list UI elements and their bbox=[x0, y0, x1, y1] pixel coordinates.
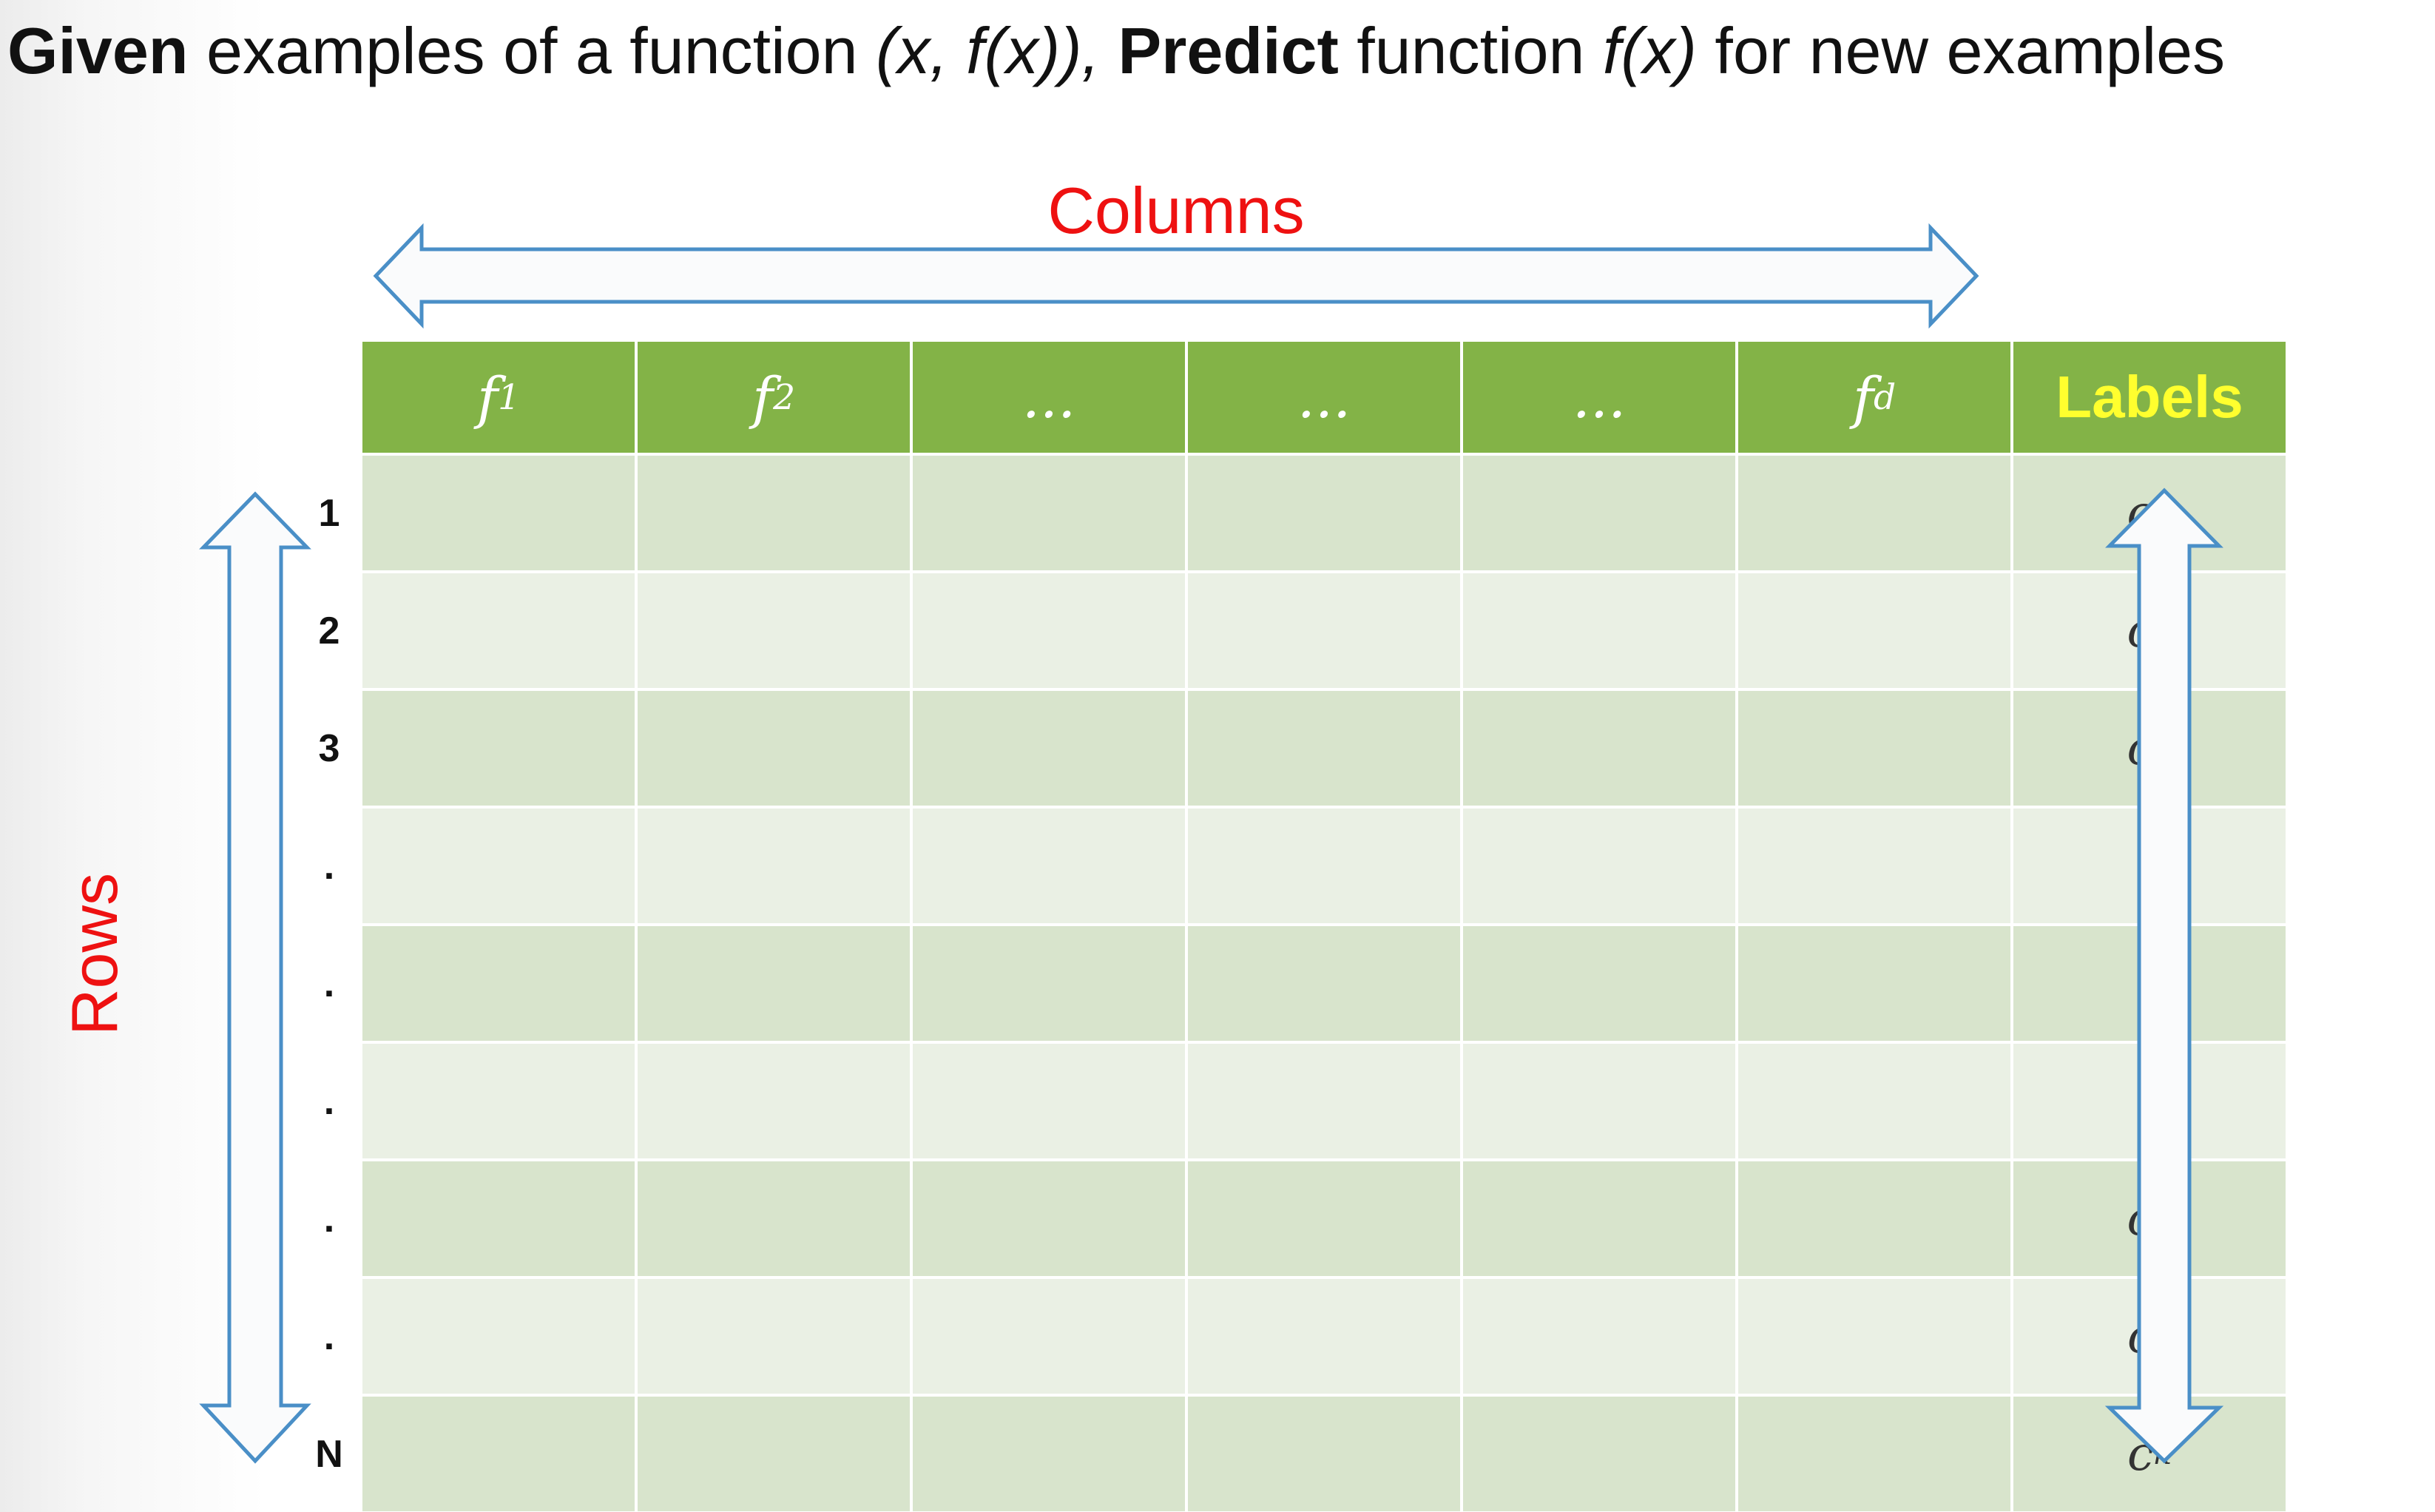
table-cell bbox=[362, 1279, 635, 1394]
table-cell bbox=[1188, 1044, 1460, 1158]
table-cell bbox=[1188, 809, 1460, 923]
table-cell bbox=[1188, 573, 1460, 688]
table-cell bbox=[362, 926, 635, 1041]
title-fx: f(x) bbox=[1602, 14, 1697, 87]
table-cell bbox=[1738, 1161, 2010, 1276]
title-part-1: examples of a function bbox=[188, 14, 876, 87]
title-given: Given bbox=[7, 14, 189, 87]
header-feature-4: ... bbox=[1188, 342, 1460, 453]
table-cell bbox=[1738, 809, 2010, 923]
row-number: . bbox=[323, 1197, 335, 1241]
table-cell bbox=[1188, 691, 1460, 806]
table-cell bbox=[638, 926, 910, 1041]
math-base: f bbox=[476, 364, 499, 431]
math-base: ... bbox=[1297, 364, 1351, 431]
title-part-3: for new examples bbox=[1696, 14, 2226, 87]
table-cell bbox=[1463, 809, 1735, 923]
table-cell bbox=[638, 1397, 910, 1511]
table-cell bbox=[638, 809, 910, 923]
row-number: N bbox=[315, 1432, 343, 1476]
row-number: 3 bbox=[318, 726, 340, 770]
table-cell bbox=[362, 691, 635, 806]
table-cell bbox=[1188, 456, 1460, 570]
table-cell bbox=[638, 1161, 910, 1276]
table-cell bbox=[362, 573, 635, 688]
row-number: . bbox=[323, 962, 335, 1005]
table-cell bbox=[638, 573, 910, 688]
title-predict: Predict bbox=[1118, 14, 1339, 87]
math-base: Labels bbox=[2056, 364, 2243, 430]
table-cell bbox=[1738, 1397, 2010, 1511]
table-cell bbox=[638, 1279, 910, 1394]
columns-label: Columns bbox=[1047, 174, 1305, 247]
table-cell bbox=[1738, 1044, 2010, 1158]
header-feature-3: ... bbox=[913, 342, 1185, 453]
table-cell bbox=[1738, 456, 2010, 570]
table-cell bbox=[913, 691, 1185, 806]
table-cell bbox=[1463, 456, 1735, 570]
row-number: 1 bbox=[318, 491, 340, 535]
table-cell bbox=[362, 1161, 635, 1276]
header-feature-5: ... bbox=[1463, 342, 1735, 453]
table-cell bbox=[1738, 926, 2010, 1041]
math-base: ... bbox=[1021, 364, 1076, 431]
table-cell bbox=[638, 456, 910, 570]
table-cell bbox=[913, 1044, 1185, 1158]
table-cell bbox=[913, 1161, 1185, 1276]
math-base: f bbox=[1852, 364, 1874, 431]
math-base: f bbox=[752, 364, 774, 431]
row-number: 2 bbox=[318, 609, 340, 652]
table-cell bbox=[362, 456, 635, 570]
table-cell bbox=[1188, 1397, 1460, 1511]
table-cell bbox=[1738, 1279, 2010, 1394]
table-cell bbox=[1463, 1044, 1735, 1158]
table-cell bbox=[638, 691, 910, 806]
table-cell bbox=[362, 1044, 635, 1158]
math-subscript: 2 bbox=[773, 377, 796, 418]
table-cell bbox=[913, 1279, 1185, 1394]
table-cell bbox=[1463, 926, 1735, 1041]
table-cell bbox=[1463, 1397, 1735, 1511]
table-cell bbox=[362, 1397, 635, 1511]
table-cell bbox=[1188, 1279, 1460, 1394]
table-cell bbox=[1738, 573, 2010, 688]
table-cell bbox=[1463, 1279, 1735, 1394]
table-cell bbox=[1188, 1161, 1460, 1276]
table-cell bbox=[1463, 1161, 1735, 1276]
row-number: . bbox=[323, 1314, 335, 1358]
row-number: . bbox=[323, 1079, 335, 1123]
table-cell bbox=[913, 1397, 1185, 1511]
table-cell bbox=[1463, 573, 1735, 688]
table-cell bbox=[362, 809, 635, 923]
table-cell bbox=[913, 809, 1185, 923]
math-base: ... bbox=[1572, 364, 1627, 431]
table-cell bbox=[1738, 691, 2010, 806]
math-subscript: 1 bbox=[498, 377, 521, 418]
title-pair: (x, f(x)), bbox=[875, 14, 1100, 87]
table-cell bbox=[913, 573, 1185, 688]
table-cell bbox=[913, 926, 1185, 1041]
page-title: Given examples of a function (x, f(x)), … bbox=[7, 3, 2434, 99]
table-cell bbox=[913, 456, 1185, 570]
title-part-2: function bbox=[1338, 14, 1603, 87]
row-number: . bbox=[323, 844, 335, 888]
table-cell bbox=[638, 1044, 910, 1158]
table-cell bbox=[1188, 926, 1460, 1041]
header-labels: Labels bbox=[2013, 342, 2286, 453]
table-cell bbox=[1463, 691, 1735, 806]
math-subscript: d bbox=[1873, 377, 1897, 418]
